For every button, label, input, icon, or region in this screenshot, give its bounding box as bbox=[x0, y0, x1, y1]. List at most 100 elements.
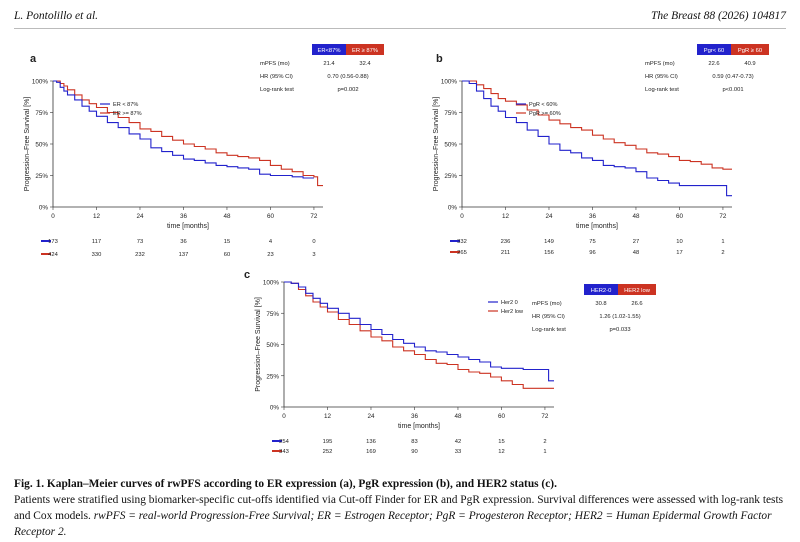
panel-c-risk-count: 195 bbox=[323, 439, 333, 445]
panel-b-stats-value: 0.59 (0.47-0.73) bbox=[712, 74, 753, 80]
panel-b-risk-count: 236 bbox=[501, 239, 511, 245]
panel-a-risk-count: 60 bbox=[224, 252, 230, 258]
panel-a-risk-count: 330 bbox=[92, 252, 102, 258]
panel-c-risk-count: 254 bbox=[279, 439, 289, 445]
panel-b-risk-count: 332 bbox=[457, 239, 467, 245]
panel-a-stats-header: ER ≥ 87% bbox=[352, 48, 378, 54]
panel-a-y-tick-label: 50% bbox=[35, 142, 48, 149]
panel-a-x-tick-label: 12 bbox=[93, 213, 101, 220]
figure-caption: Fig. 1. Kaplan–Meier curves of rwPFS acc… bbox=[14, 476, 786, 540]
panel-c-risk-count: 83 bbox=[411, 439, 417, 445]
panel-b-stats-value: p<0.001 bbox=[722, 87, 743, 93]
panel-a-risk-count: 137 bbox=[179, 252, 189, 258]
panel-b-stats-header: PgR ≥ 60 bbox=[738, 48, 762, 54]
panel-c-legend-label: Her2 0 bbox=[501, 300, 518, 306]
panel-b-risk-count: 96 bbox=[589, 250, 595, 256]
panel-c-stats-value: 1.26 (1.02-1.55) bbox=[599, 314, 640, 320]
panel-b-risk-count: 10 bbox=[676, 239, 682, 245]
panel-a-x-tick-label: 24 bbox=[136, 213, 144, 220]
panel-a-curve-red bbox=[53, 80, 323, 187]
panel-c-legend-label: Her2 low bbox=[501, 309, 524, 315]
panel-a-risk-count: 3 bbox=[312, 252, 315, 258]
panel-c-x-tick-label: 72 bbox=[541, 413, 549, 420]
panel-c-risk-count: 15 bbox=[498, 439, 504, 445]
panel-c-risk-count: 90 bbox=[411, 449, 417, 455]
panel-c-risk-count: 343 bbox=[279, 449, 289, 455]
panel-c-stats-value: 26.6 bbox=[631, 301, 642, 307]
panel-a-risk-count: 36 bbox=[180, 239, 186, 245]
panel-a-risk-count: 0 bbox=[312, 239, 315, 245]
panel-a-x-axis-label: time [months] bbox=[167, 223, 209, 230]
running-head-journal: The Breast 88 (2026) 104817 bbox=[650, 10, 786, 22]
panel-c-stats-label: mPFS (mo) bbox=[532, 301, 562, 307]
panel-a-risk-count: 4 bbox=[269, 239, 273, 245]
panel-b-stats-label: Log-rank test bbox=[645, 87, 679, 93]
panel-b-risk-count: 156 bbox=[544, 250, 554, 256]
panel-a-stats-label: mPFS (mo) bbox=[260, 61, 290, 67]
panel-b-curve-red bbox=[462, 80, 732, 170]
panel-c-stats-value: p=0.033 bbox=[609, 327, 630, 333]
panel-b-risk-count: 27 bbox=[633, 239, 639, 245]
panel-b-x-tick-label: 12 bbox=[502, 213, 510, 220]
panel-c-risk-count: 1 bbox=[543, 449, 546, 455]
header-divider bbox=[14, 28, 786, 29]
panel-c-y-tick-label: 100% bbox=[263, 280, 280, 287]
panel-b-y-tick-label: 100% bbox=[441, 79, 458, 86]
panel-c-x-tick-label: 12 bbox=[324, 413, 332, 420]
panel-b-x-tick-label: 36 bbox=[589, 213, 597, 220]
panel-a-legend-label: ER >= 87% bbox=[113, 111, 142, 117]
panel-a-y-tick-label: 75% bbox=[35, 110, 48, 117]
panel-c-stats-header: HER2-0 bbox=[591, 288, 612, 294]
panel-b-y-tick-label: 50% bbox=[444, 142, 457, 149]
panel-b-stats-header-bg bbox=[697, 44, 731, 55]
panel-b-risk-count: 265 bbox=[457, 250, 467, 256]
panel-c-stats-header-bg bbox=[618, 284, 656, 295]
panel-c-risk-count: 136 bbox=[366, 439, 376, 445]
panel-c-risk-count: 252 bbox=[323, 449, 333, 455]
panel-b-legend-label: PgR >= 60% bbox=[529, 111, 561, 117]
panel-a-letter: a bbox=[30, 53, 37, 65]
panel-b-y-axis-label: Progression–Free Survival [%] bbox=[433, 97, 440, 192]
panel-a-y-tick-label: 100% bbox=[32, 79, 49, 86]
panel-c-y-tick-label: 50% bbox=[266, 342, 279, 349]
panel-a-y-tick-label: 0% bbox=[39, 205, 49, 212]
panel-b-stats-header: Pgr< 60 bbox=[704, 48, 724, 54]
panel-b-curve-blue bbox=[462, 80, 732, 197]
panel-a-x-tick-label: 36 bbox=[180, 213, 188, 220]
panel-a-stats-label: Log-rank test bbox=[260, 87, 294, 93]
panel-b-risk-count: 149 bbox=[544, 239, 554, 245]
caption-abbreviations: rwPFS = real-world Progression-Free Surv… bbox=[14, 510, 772, 538]
panel-b-risk-count: 211 bbox=[501, 250, 510, 256]
caption-body: Patients were stratified using biomarker… bbox=[14, 494, 784, 522]
panel-b-risk-count: 48 bbox=[633, 250, 639, 256]
panel-a-x-tick-label: 0 bbox=[51, 213, 55, 220]
panel-c-risk-count: 33 bbox=[455, 449, 461, 455]
panel-c-y-tick-label: 25% bbox=[266, 373, 279, 380]
panel-b-x-tick-label: 60 bbox=[676, 213, 684, 220]
panel-a-risk-count: 117 bbox=[92, 239, 101, 245]
panel-b-legend-label: PgR < 60% bbox=[529, 102, 557, 108]
panel-a-x-tick-label: 48 bbox=[223, 213, 231, 220]
panel-c-y-tick-label: 0% bbox=[270, 405, 280, 412]
panel-a-stats-value: p=0.002 bbox=[337, 87, 358, 93]
panel-c-risk-count: 169 bbox=[366, 449, 376, 455]
panel-b-x-tick-label: 24 bbox=[545, 213, 553, 220]
panel-a-risk-count: 15 bbox=[224, 239, 230, 245]
running-head-authors: L. Pontolillo et al. bbox=[14, 10, 99, 22]
panel-b-stats-label: mPFS (mo) bbox=[645, 61, 675, 67]
panel-b-x-tick-label: 0 bbox=[460, 213, 464, 220]
panel-b-stats-value: 40.9 bbox=[744, 61, 755, 67]
panel-c-letter: c bbox=[244, 269, 250, 281]
panel-b-y-tick-label: 25% bbox=[444, 173, 457, 180]
panel-c-stats-label: HR (95% CI) bbox=[532, 314, 565, 320]
panel-b-risk-count: 17 bbox=[676, 250, 682, 256]
panel-c-x-tick-label: 60 bbox=[498, 413, 506, 420]
panel-b-risk-count: 2 bbox=[721, 250, 724, 256]
panel-a-stats-value: 32.4 bbox=[359, 61, 371, 67]
panel-c-x-tick-label: 0 bbox=[282, 413, 286, 420]
panel-c-stats-header-bg bbox=[584, 284, 618, 295]
panel-c-curve-red bbox=[284, 281, 554, 389]
panel-b-stats-value: 22.6 bbox=[708, 61, 719, 67]
panel-a-stats-label: HR (95% CI) bbox=[260, 74, 293, 80]
